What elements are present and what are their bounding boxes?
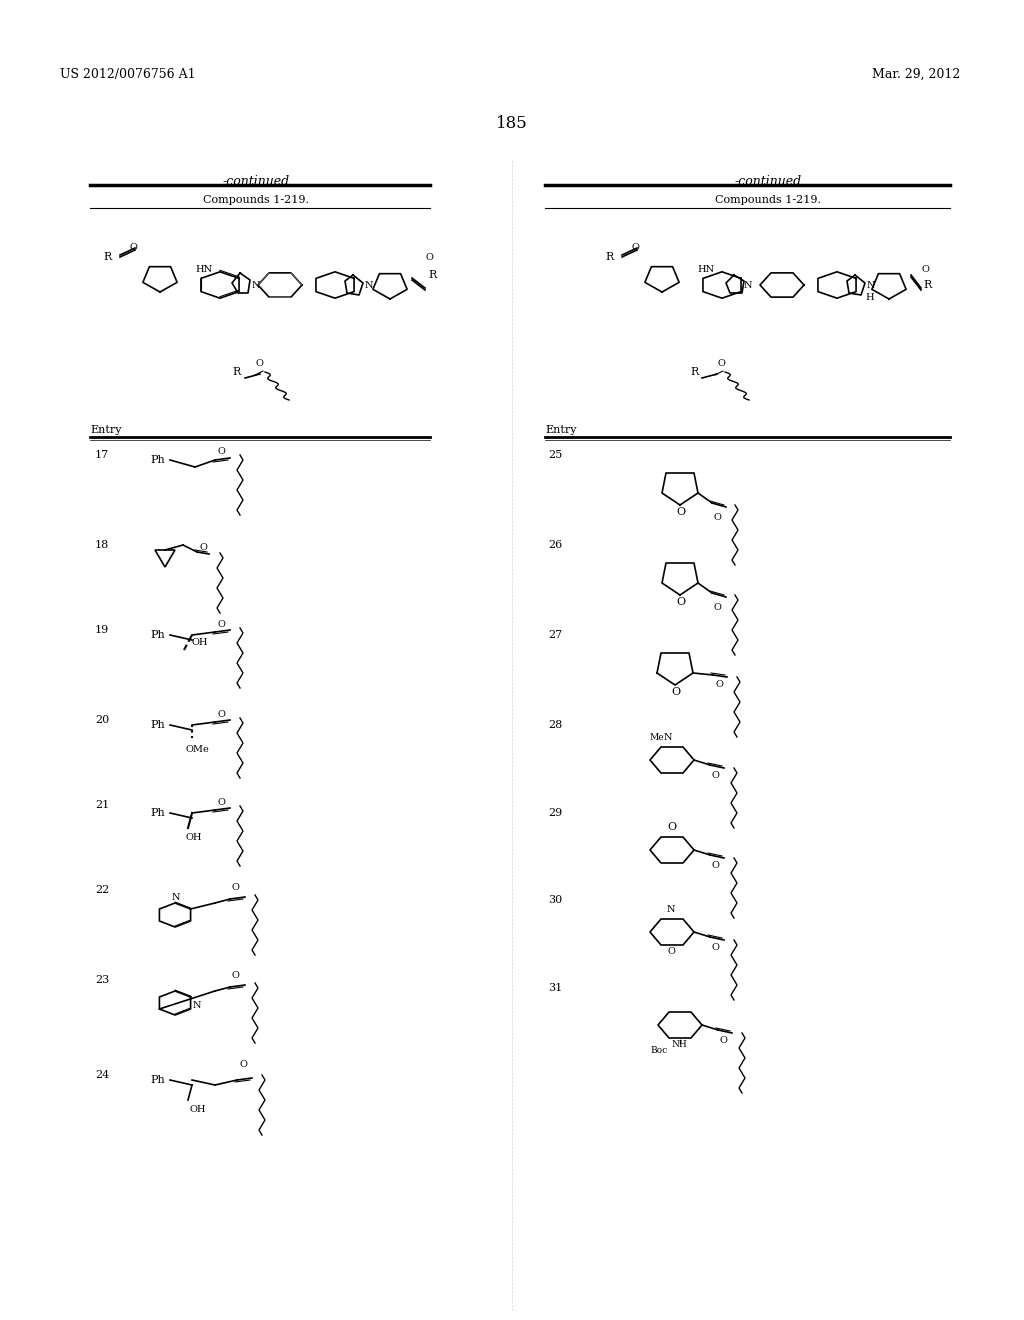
Text: O: O — [218, 710, 226, 719]
Text: Compounds 1-219.: Compounds 1-219. — [715, 195, 821, 205]
Text: US 2012/0076756 A1: US 2012/0076756 A1 — [60, 69, 196, 81]
Text: N: N — [744, 281, 753, 290]
Text: O: O — [240, 1060, 248, 1069]
Text: Ph: Ph — [150, 1074, 165, 1085]
Text: O: O — [218, 620, 226, 630]
Text: -continued: -continued — [222, 176, 290, 187]
Text: Ph: Ph — [150, 630, 165, 640]
Text: O: O — [712, 861, 720, 870]
Text: O: O — [714, 603, 722, 612]
Text: O: O — [714, 513, 722, 521]
Text: Compounds 1-219.: Compounds 1-219. — [203, 195, 309, 205]
Text: OH: OH — [190, 1105, 207, 1114]
Text: O: O — [218, 799, 226, 807]
Text: HN: HN — [697, 265, 714, 275]
Text: O: O — [232, 972, 240, 979]
Text: 27: 27 — [548, 630, 562, 640]
Text: OH: OH — [193, 638, 209, 647]
Text: NH: NH — [672, 1040, 688, 1049]
Text: R: R — [232, 367, 241, 378]
Text: O: O — [922, 265, 930, 275]
Text: 17: 17 — [95, 450, 110, 459]
Text: Me: Me — [650, 733, 665, 742]
Text: Boc: Boc — [650, 1045, 668, 1055]
Text: O: O — [667, 946, 675, 956]
Text: R: R — [428, 271, 436, 280]
Text: 30: 30 — [548, 895, 562, 906]
Text: 25: 25 — [548, 450, 562, 459]
Text: 22: 22 — [95, 884, 110, 895]
Text: O: O — [671, 686, 680, 697]
Text: O: O — [712, 942, 720, 952]
Text: O: O — [667, 822, 676, 832]
Text: O: O — [632, 243, 640, 252]
Text: 19: 19 — [95, 624, 110, 635]
Text: 18: 18 — [95, 540, 110, 550]
Text: O: O — [676, 507, 685, 517]
Text: R: R — [605, 252, 613, 261]
Text: N: N — [193, 1001, 202, 1010]
Text: 23: 23 — [95, 975, 110, 985]
Text: 28: 28 — [548, 719, 562, 730]
Text: O: O — [676, 597, 685, 607]
Text: Ph: Ph — [150, 455, 165, 465]
Text: O: O — [717, 359, 725, 368]
Text: O: O — [712, 771, 720, 780]
Text: 21: 21 — [95, 800, 110, 810]
Text: 20: 20 — [95, 715, 110, 725]
Text: O: O — [715, 680, 723, 689]
Text: 24: 24 — [95, 1071, 110, 1080]
Text: R: R — [690, 367, 698, 378]
Text: N: N — [664, 733, 673, 742]
Text: Ph: Ph — [150, 719, 165, 730]
Text: N: N — [667, 906, 676, 913]
Text: O: O — [199, 543, 207, 552]
Text: N: N — [172, 894, 180, 902]
Text: O: O — [425, 253, 433, 261]
Text: O: O — [130, 243, 138, 252]
Text: O: O — [255, 359, 263, 368]
Text: Entry: Entry — [90, 425, 122, 436]
Text: N: N — [252, 281, 260, 290]
Text: N: N — [867, 281, 876, 290]
Text: 29: 29 — [548, 808, 562, 818]
Text: Entry: Entry — [545, 425, 577, 436]
Text: HN: HN — [195, 265, 212, 275]
Text: H: H — [865, 293, 873, 302]
Text: O: O — [232, 883, 240, 892]
Text: 31: 31 — [548, 983, 562, 993]
Text: O: O — [218, 447, 226, 455]
Text: 26: 26 — [548, 540, 562, 550]
Text: OH: OH — [185, 833, 202, 842]
Text: O: O — [720, 1036, 728, 1045]
Text: R: R — [923, 280, 931, 290]
Text: -continued: -continued — [734, 176, 802, 187]
Text: OMe: OMe — [185, 744, 209, 754]
Text: Ph: Ph — [150, 808, 165, 818]
Text: 185: 185 — [496, 115, 528, 132]
Text: N: N — [365, 281, 374, 290]
Text: R: R — [103, 252, 112, 261]
Text: Mar. 29, 2012: Mar. 29, 2012 — [871, 69, 961, 81]
